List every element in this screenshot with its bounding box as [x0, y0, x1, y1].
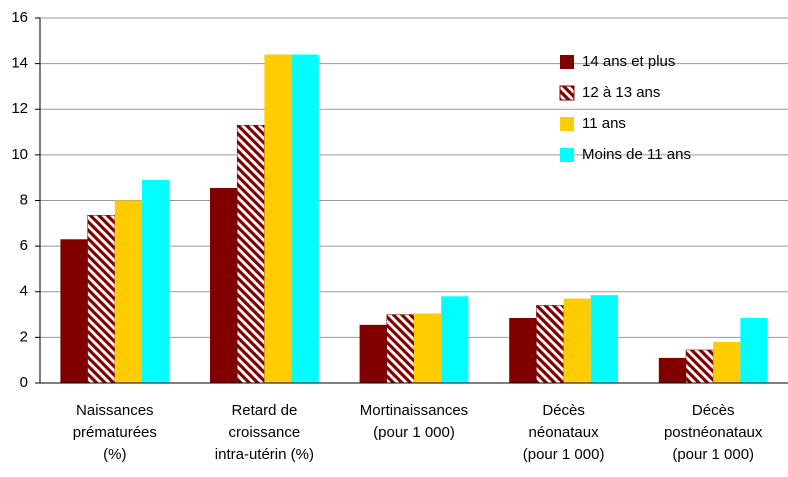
y-tick-label: 2 — [20, 328, 28, 345]
legend-swatch — [560, 117, 574, 131]
bar — [210, 187, 238, 383]
bar — [740, 317, 768, 383]
legend-swatch — [560, 148, 574, 162]
bar — [142, 179, 170, 383]
bar — [291, 54, 319, 383]
legend-label: 12 à 13 ans — [582, 84, 660, 101]
bar — [563, 298, 591, 383]
x-tick-label: Décès néonataux (pour 1 000) — [522, 402, 605, 463]
y-tick-label: 10 — [11, 146, 28, 163]
bar — [414, 313, 442, 383]
x-tick-label: Naissances prématurées (%) — [72, 402, 157, 463]
y-tick-label: 6 — [20, 237, 28, 254]
bar — [441, 296, 469, 383]
legend-swatch — [560, 55, 574, 69]
legend-label: Moins de 11 ans — [582, 146, 691, 163]
legend-label: 14 ans et plus — [582, 53, 675, 70]
y-tick-label: 16 — [11, 9, 28, 26]
bar — [264, 54, 292, 383]
y-tick-label: 8 — [20, 191, 28, 208]
bar — [685, 349, 714, 384]
bar — [509, 317, 537, 383]
x-tick-label: Mortinaissances (pour 1 000) — [359, 402, 469, 441]
bar — [236, 124, 265, 384]
bar — [536, 305, 564, 384]
y-tick-label: 12 — [11, 100, 28, 117]
x-tick-label: Retard de croissance intra-utérin (%) — [214, 402, 314, 463]
bar — [87, 215, 116, 384]
bar — [386, 314, 415, 384]
y-tick-label: 14 — [11, 55, 28, 72]
y-tick-label: 4 — [20, 283, 28, 300]
y-tick-label: 0 — [20, 374, 28, 391]
legend-swatch — [559, 85, 575, 101]
bar — [114, 200, 142, 383]
bar — [60, 239, 88, 383]
legend-label: 11 ans — [582, 115, 626, 132]
bar — [658, 357, 686, 383]
bar — [590, 295, 618, 383]
x-tick-label: Décès postnéonataux (pour 1 000) — [663, 402, 763, 463]
bar — [713, 341, 741, 383]
bar — [359, 324, 387, 383]
